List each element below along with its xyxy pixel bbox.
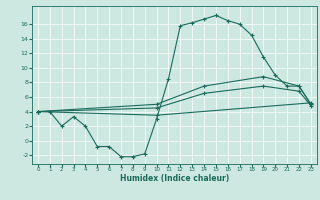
X-axis label: Humidex (Indice chaleur): Humidex (Indice chaleur) (120, 174, 229, 183)
